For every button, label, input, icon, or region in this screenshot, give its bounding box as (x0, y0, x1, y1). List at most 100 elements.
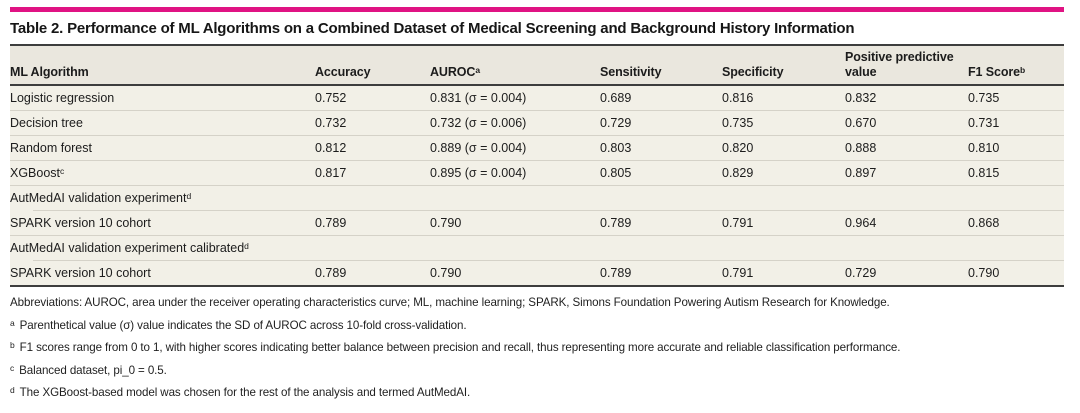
row-label-text: SPARK version 10 cohort (10, 265, 151, 280)
column-header-auroc: AUROCa (430, 44, 600, 86)
table-row: SPARK version 10 cohort 0.789 0.790 0.78… (10, 211, 1064, 236)
column-header-specificity: Specificity (722, 44, 845, 86)
row-label: SPARK version 10 cohort (10, 261, 315, 287)
row-label: SPARK version 10 cohort (10, 211, 315, 236)
column-label: AUROC (430, 65, 476, 79)
cell-sensitivity: 0.729 (600, 111, 722, 136)
row-label: Logistic regression (10, 86, 315, 111)
section-label-text: AutMedAI validation experiment calibrate… (10, 240, 245, 255)
cell-ppv: 0.964 (845, 211, 968, 236)
table-header: ML Algorithm Accuracy AUROCa Sensitivity… (10, 44, 1064, 86)
column-header-f1-score: F1 Scoreb (968, 44, 1064, 86)
column-header-ppv: Positive predictive value (845, 44, 968, 86)
footnote-a: a Parenthetical value (σ) value indicates… (10, 317, 1064, 332)
footnote-marker: c (10, 362, 15, 373)
section-label-text: AutMedAI validation experiment (10, 190, 187, 205)
column-header-sensitivity: Sensitivity (600, 44, 722, 86)
cell-auroc: 0.895 (σ = 0.004) (430, 161, 600, 186)
cell-accuracy: 0.817 (315, 161, 430, 186)
footnote-d: d The XGBoost-based model was chosen for … (10, 385, 1064, 399)
cell-accuracy: 0.812 (315, 136, 430, 161)
footnote-text: The XGBoost-based model was chosen for t… (19, 386, 471, 399)
cell-specificity: 0.820 (722, 136, 845, 161)
cell-ppv: 0.670 (845, 111, 968, 136)
cell-specificity: 0.791 (722, 261, 845, 287)
cell-ppv: 0.897 (845, 161, 968, 186)
column-sup: a (475, 65, 481, 75)
column-label: Positive predictive value (845, 50, 954, 79)
footnotes: Abbreviations: AUROC, area under the rec… (10, 296, 1064, 399)
footnote-text: F1 scores range from 0 to 1, with higher… (19, 341, 901, 354)
footnote-text: Balanced dataset, pi_0 = 0.5. (19, 363, 167, 377)
row-label: XGBoostc (10, 161, 315, 186)
table-row: XGBoostc 0.817 0.895 (σ = 0.004) 0.805 0… (10, 161, 1064, 186)
footnote-marker: a (10, 317, 15, 328)
column-label: ML Algorithm (10, 65, 89, 79)
cell-specificity: 0.829 (722, 161, 845, 186)
column-label: Specificity (722, 65, 784, 79)
cell-sensitivity: 0.689 (600, 86, 722, 111)
cell-accuracy: 0.752 (315, 86, 430, 111)
row-label: Decision tree (10, 111, 315, 136)
row-label-text: Random forest (10, 140, 92, 155)
footnote-marker: d (10, 385, 15, 395)
row-label-text: XGBoost (10, 165, 61, 180)
cell-specificity: 0.816 (722, 86, 845, 111)
row-label-text: SPARK version 10 cohort (10, 215, 151, 230)
section-label: AutMedAI validation experiment calibrate… (10, 236, 1064, 261)
cell-accuracy: 0.789 (315, 261, 430, 287)
table-body: Logistic regression 0.752 0.831 (σ = 0.0… (10, 86, 1064, 287)
footnote-marker: b (10, 340, 15, 350)
column-label: Accuracy (315, 65, 371, 79)
cell-auroc: 0.889 (σ = 0.004) (430, 136, 600, 161)
cell-ppv: 0.888 (845, 136, 968, 161)
column-header-ml-algorithm: ML Algorithm (10, 44, 315, 86)
cell-sensitivity: 0.789 (600, 211, 722, 236)
row-label: Random forest (10, 136, 315, 161)
row-label-sup: c (60, 165, 65, 176)
section-label: AutMedAI validation experimentd (10, 186, 1064, 211)
table-row: Random forest 0.812 0.889 (σ = 0.004) 0.… (10, 136, 1064, 161)
performance-table: ML Algorithm Accuracy AUROCa Sensitivity… (10, 44, 1064, 287)
section-label-sup: d (186, 190, 192, 201)
section-row: AutMedAI validation experimentd (10, 186, 1064, 211)
header-row: ML Algorithm Accuracy AUROCa Sensitivity… (10, 44, 1064, 86)
cell-accuracy: 0.789 (315, 211, 430, 236)
cell-specificity: 0.735 (722, 111, 845, 136)
section-row: AutMedAI validation experiment calibrate… (10, 236, 1064, 261)
cell-accuracy: 0.732 (315, 111, 430, 136)
column-label: Sensitivity (600, 65, 662, 79)
table-row: SPARK version 10 cohort 0.789 0.790 0.78… (10, 261, 1064, 287)
cell-ppv: 0.832 (845, 86, 968, 111)
table-row: Decision tree 0.732 0.732 (σ = 0.006) 0.… (10, 111, 1064, 136)
cell-ppv: 0.729 (845, 261, 968, 287)
cell-sensitivity: 0.789 (600, 261, 722, 287)
cell-f1: 0.731 (968, 111, 1064, 136)
footnote-c: c Balanced dataset, pi_0 = 0.5. (10, 362, 1064, 377)
cell-auroc: 0.732 (σ = 0.006) (430, 111, 600, 136)
cell-f1: 0.868 (968, 211, 1064, 236)
column-header-accuracy: Accuracy (315, 44, 430, 86)
cell-sensitivity: 0.805 (600, 161, 722, 186)
footnote-text: Parenthetical value (σ) value indicates … (19, 318, 467, 332)
row-label-text: Logistic regression (10, 90, 115, 105)
accent-bar (10, 7, 1064, 12)
cell-f1: 0.735 (968, 86, 1064, 111)
cell-auroc: 0.790 (430, 261, 600, 287)
footnote-b: b F1 scores range from 0 to 1, with highe… (10, 340, 1064, 354)
column-label: F1 Score (968, 65, 1021, 79)
cell-f1: 0.815 (968, 161, 1064, 186)
cell-f1: 0.790 (968, 261, 1064, 287)
cell-auroc: 0.790 (430, 211, 600, 236)
cell-f1: 0.810 (968, 136, 1064, 161)
table-title: Table 2. Performance of ML Algorithms on… (10, 20, 855, 37)
table-row: Logistic regression 0.752 0.831 (σ = 0.0… (10, 86, 1064, 111)
cell-specificity: 0.791 (722, 211, 845, 236)
page: Table 2. Performance of ML Algorithms on… (10, 7, 1064, 399)
abbreviations-line: Abbreviations: AUROC, area under the rec… (10, 296, 890, 309)
cell-sensitivity: 0.803 (600, 136, 722, 161)
cell-auroc: 0.831 (σ = 0.004) (430, 86, 600, 111)
row-label-text: Decision tree (10, 115, 83, 130)
section-label-sup: d (244, 240, 249, 251)
column-sup: b (1020, 65, 1026, 75)
